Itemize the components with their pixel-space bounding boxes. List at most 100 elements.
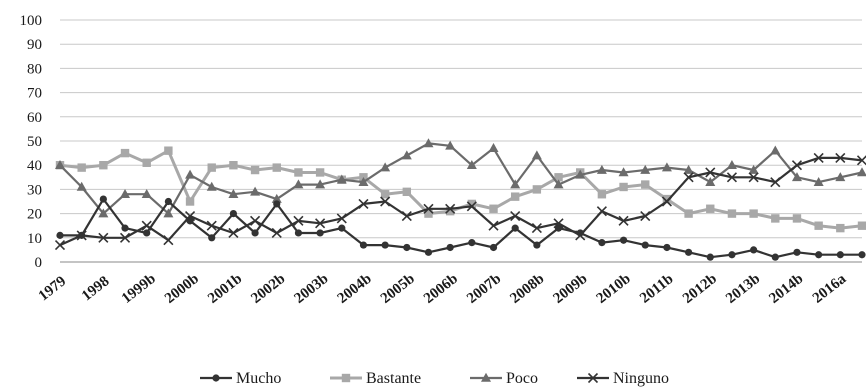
legend-label-poco: Poco xyxy=(506,370,538,387)
data-point-poco xyxy=(55,160,65,169)
data-point-poco xyxy=(575,169,586,179)
data-point-ninguno xyxy=(293,215,304,226)
data-point-poco xyxy=(76,181,87,191)
data-point-poco xyxy=(705,176,716,186)
data-point-mucho xyxy=(706,253,714,261)
data-point-poco xyxy=(336,174,347,184)
data-point-poco xyxy=(228,189,239,199)
x-marker-stroke xyxy=(315,218,326,229)
data-point-poco xyxy=(423,138,434,148)
legend-label-bastante: Bastante xyxy=(366,370,421,387)
data-point-poco xyxy=(401,150,412,160)
data-point-ninguno xyxy=(466,201,477,212)
data-point-mucho xyxy=(273,200,281,208)
data-point-bastante xyxy=(99,161,108,170)
series-ninguno xyxy=(54,152,866,251)
data-point-mucho xyxy=(489,243,498,252)
data-point-ninguno xyxy=(336,213,347,224)
x-marker-stroke xyxy=(683,172,694,183)
data-point-mucho xyxy=(229,210,238,218)
data-point-poco xyxy=(553,179,564,189)
legend-item-poco: Poco xyxy=(470,370,538,387)
x-marker-stroke xyxy=(835,152,846,164)
data-point-ninguno xyxy=(54,239,66,251)
legend-item-bastante: Bastante xyxy=(330,370,421,387)
data-point-ninguno xyxy=(748,172,759,183)
data-point-poco xyxy=(531,150,542,160)
data-point-bastante xyxy=(597,190,607,199)
data-point-bastante xyxy=(229,161,238,170)
data-point-ninguno xyxy=(380,196,391,207)
data-point-ninguno xyxy=(510,210,521,222)
data-point-bastante xyxy=(185,197,195,206)
series-poco xyxy=(55,138,866,218)
legend-item-mucho: Mucho xyxy=(200,370,281,387)
data-point-ninguno xyxy=(596,206,607,217)
gridlines xyxy=(60,19,862,263)
data-point-bastante xyxy=(662,194,672,204)
legend-label-ninguno: Ninguno xyxy=(613,370,669,387)
data-point-mucho xyxy=(121,224,129,232)
data-point-poco xyxy=(380,162,391,172)
data-point-ninguno xyxy=(271,227,282,239)
data-point-ninguno xyxy=(184,210,196,222)
y-tick-label: 40 xyxy=(27,158,42,174)
data-point-poco xyxy=(640,164,651,174)
data-point-mucho xyxy=(619,236,628,244)
data-point-bastante xyxy=(272,163,281,172)
x-marker-stroke xyxy=(163,235,174,246)
x-marker-stroke xyxy=(748,172,759,183)
x-tick-label: 2004b xyxy=(335,271,375,307)
x-marker-stroke xyxy=(293,215,304,226)
x-marker-stroke xyxy=(141,220,152,231)
legend-marker-mucho xyxy=(212,374,220,382)
y-tick-label: 20 xyxy=(27,207,42,223)
x-tick-label: 2013b xyxy=(723,271,763,307)
data-point-mucho xyxy=(381,241,389,249)
data-point-ninguno xyxy=(640,210,651,222)
legend-marker-poco xyxy=(481,372,491,382)
data-point-poco xyxy=(835,172,846,182)
x-marker-stroke xyxy=(271,227,282,239)
x-tick-label: 2016a xyxy=(810,271,850,307)
x-tick-label: 2006b xyxy=(421,271,461,307)
data-point-mucho xyxy=(56,231,64,239)
data-point-bastante xyxy=(445,206,455,216)
x-marker-stroke xyxy=(184,210,196,222)
data-point-poco xyxy=(206,181,217,191)
x-axis-tick-labels: 1979 1998 1999b 2000b 2001b 2002b 2003b 2004b 20… xyxy=(36,271,850,307)
data-point-mucho xyxy=(424,248,433,256)
data-point-bastante xyxy=(749,209,758,218)
data-point-mucho xyxy=(771,253,779,261)
x-tick-label: 2008b xyxy=(507,271,547,307)
x-tick-label: 2009b xyxy=(551,271,591,307)
x-marker-stroke xyxy=(54,239,66,251)
data-point-poco xyxy=(857,167,866,177)
data-point-bastante xyxy=(554,173,563,182)
x-marker-stroke xyxy=(618,215,629,226)
data-point-poco xyxy=(813,176,824,186)
data-point-bastante xyxy=(814,221,823,230)
data-point-bastante xyxy=(207,163,216,172)
x-marker-stroke xyxy=(466,201,477,212)
x-marker-stroke xyxy=(250,215,261,226)
data-point-bastante xyxy=(727,209,737,218)
data-point-poco xyxy=(271,193,282,203)
data-point-ninguno xyxy=(575,230,586,241)
x-marker-stroke xyxy=(726,172,738,183)
data-point-ninguno xyxy=(141,220,152,231)
data-point-mucho xyxy=(750,246,758,254)
data-point-ninguno xyxy=(770,177,781,188)
data-point-poco xyxy=(163,208,174,218)
data-point-bastante xyxy=(402,187,412,197)
x-marker-stroke xyxy=(640,210,651,222)
data-point-mucho xyxy=(663,243,671,252)
y-axis-tick-labels: 0 10 20 30 40 50 60 70 80 90 100 xyxy=(20,13,43,271)
data-point-mucho xyxy=(316,229,324,237)
series-line-ninguno xyxy=(59,156,863,247)
data-point-ninguno xyxy=(98,232,109,243)
y-tick-label: 60 xyxy=(27,110,42,126)
x-tick-label: 2012b xyxy=(680,271,720,307)
data-point-ninguno xyxy=(401,210,412,222)
